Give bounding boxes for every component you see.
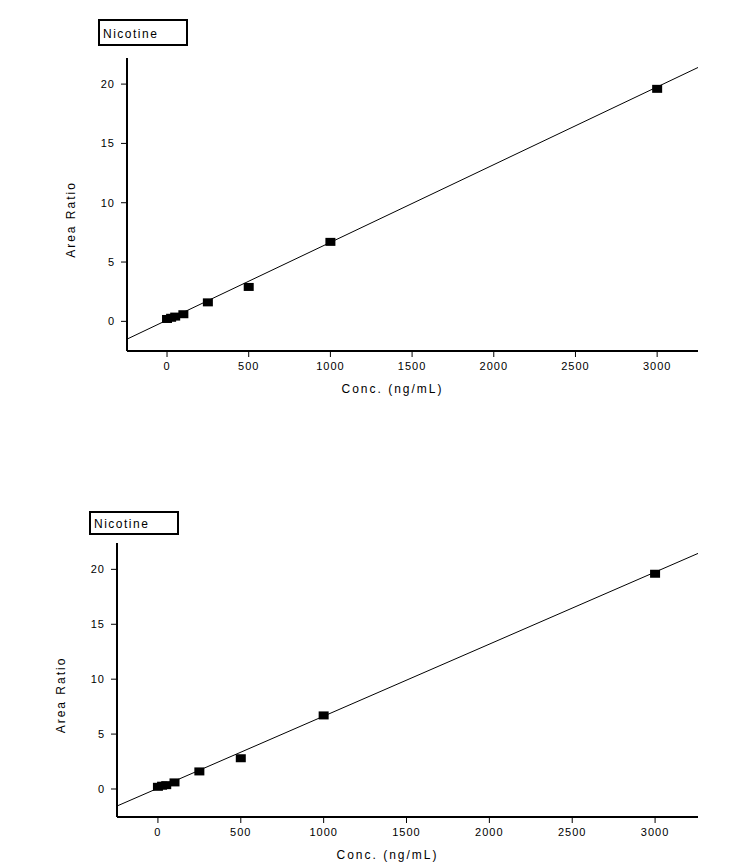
x-tick — [493, 351, 494, 357]
x-tick — [157, 817, 158, 823]
y-tick-label: 20 — [101, 78, 115, 90]
y-tick-label: 0 — [98, 783, 105, 795]
x-tick — [240, 817, 241, 823]
x-tick — [572, 817, 573, 823]
x-tick-label: 2000 — [480, 360, 508, 372]
title-box — [99, 20, 187, 45]
data-point — [244, 283, 254, 291]
x-tick — [657, 351, 658, 357]
y-tick — [111, 734, 117, 735]
x-tick-label: 1500 — [392, 826, 420, 838]
x-axis — [117, 816, 698, 818]
figure: 05001000150020002500300005101520Conc. (n… — [0, 0, 742, 866]
x-tick-label: 1000 — [316, 360, 344, 372]
plot-area — [117, 553, 698, 806]
title: Nicotine — [94, 517, 149, 531]
x-tick-label: 500 — [230, 826, 251, 838]
x-tick-label: 3000 — [643, 360, 671, 372]
x-tick — [330, 351, 331, 357]
y-tick-label: 20 — [91, 563, 105, 575]
y-tick-label: 15 — [101, 137, 115, 149]
x-tick — [406, 817, 407, 823]
chart: 0 500 1000 1500 2000 2500 3000 0 5 10 15 20 Conc. (n… — [64, 20, 698, 396]
title: Nicotine — [103, 27, 158, 41]
x-tick-label: 0 — [154, 826, 161, 838]
x-tick — [655, 817, 656, 823]
x-tick-label: 1500 — [398, 360, 426, 372]
x-tick — [248, 351, 249, 357]
x-tick-label: 2500 — [558, 826, 586, 838]
title-box — [90, 512, 178, 534]
plot-area — [127, 67, 698, 339]
x-axis-label: Conc. (ng/mL) — [336, 848, 438, 862]
y-tick-label: 10 — [101, 197, 115, 209]
y-tick — [111, 679, 117, 680]
chart: 0 500 1000 1500 2000 2500 3000 0 5 10 15 20 Conc. (n… — [54, 512, 698, 862]
y-tick — [111, 569, 117, 570]
x-tick — [575, 351, 576, 357]
y-tick — [121, 84, 127, 85]
x-tick-label: 0 — [163, 360, 170, 372]
x-tick — [167, 351, 168, 357]
x-axis-label: Conc. (ng/mL) — [341, 382, 443, 396]
y-tick — [121, 202, 127, 203]
y-tick-label: 5 — [108, 256, 115, 268]
y-tick — [121, 321, 127, 322]
y-axis — [116, 543, 118, 817]
y-tick — [111, 788, 117, 789]
x-tick-label: 1000 — [309, 826, 337, 838]
y-tick-label: 5 — [98, 728, 105, 740]
data-point — [236, 754, 246, 762]
fit-line — [117, 553, 698, 806]
x-tick-label: 3000 — [641, 826, 669, 838]
y-tick — [121, 262, 127, 263]
y-tick — [111, 624, 117, 625]
x-tick-label: 2000 — [475, 826, 503, 838]
y-axis-label: Area Ratio — [64, 181, 78, 258]
y-tick-label: 15 — [91, 618, 105, 630]
y-axis — [126, 58, 128, 351]
y-axis-label: Area Ratio — [54, 657, 68, 734]
x-tick — [412, 351, 413, 357]
y-tick — [121, 143, 127, 144]
y-tick-label: 10 — [91, 673, 105, 685]
x-tick — [489, 817, 490, 823]
y-tick-label: 0 — [108, 315, 115, 327]
fit-line — [127, 67, 698, 339]
x-tick-label: 2500 — [561, 360, 589, 372]
x-tick-label: 500 — [238, 360, 259, 372]
x-tick — [323, 817, 324, 823]
